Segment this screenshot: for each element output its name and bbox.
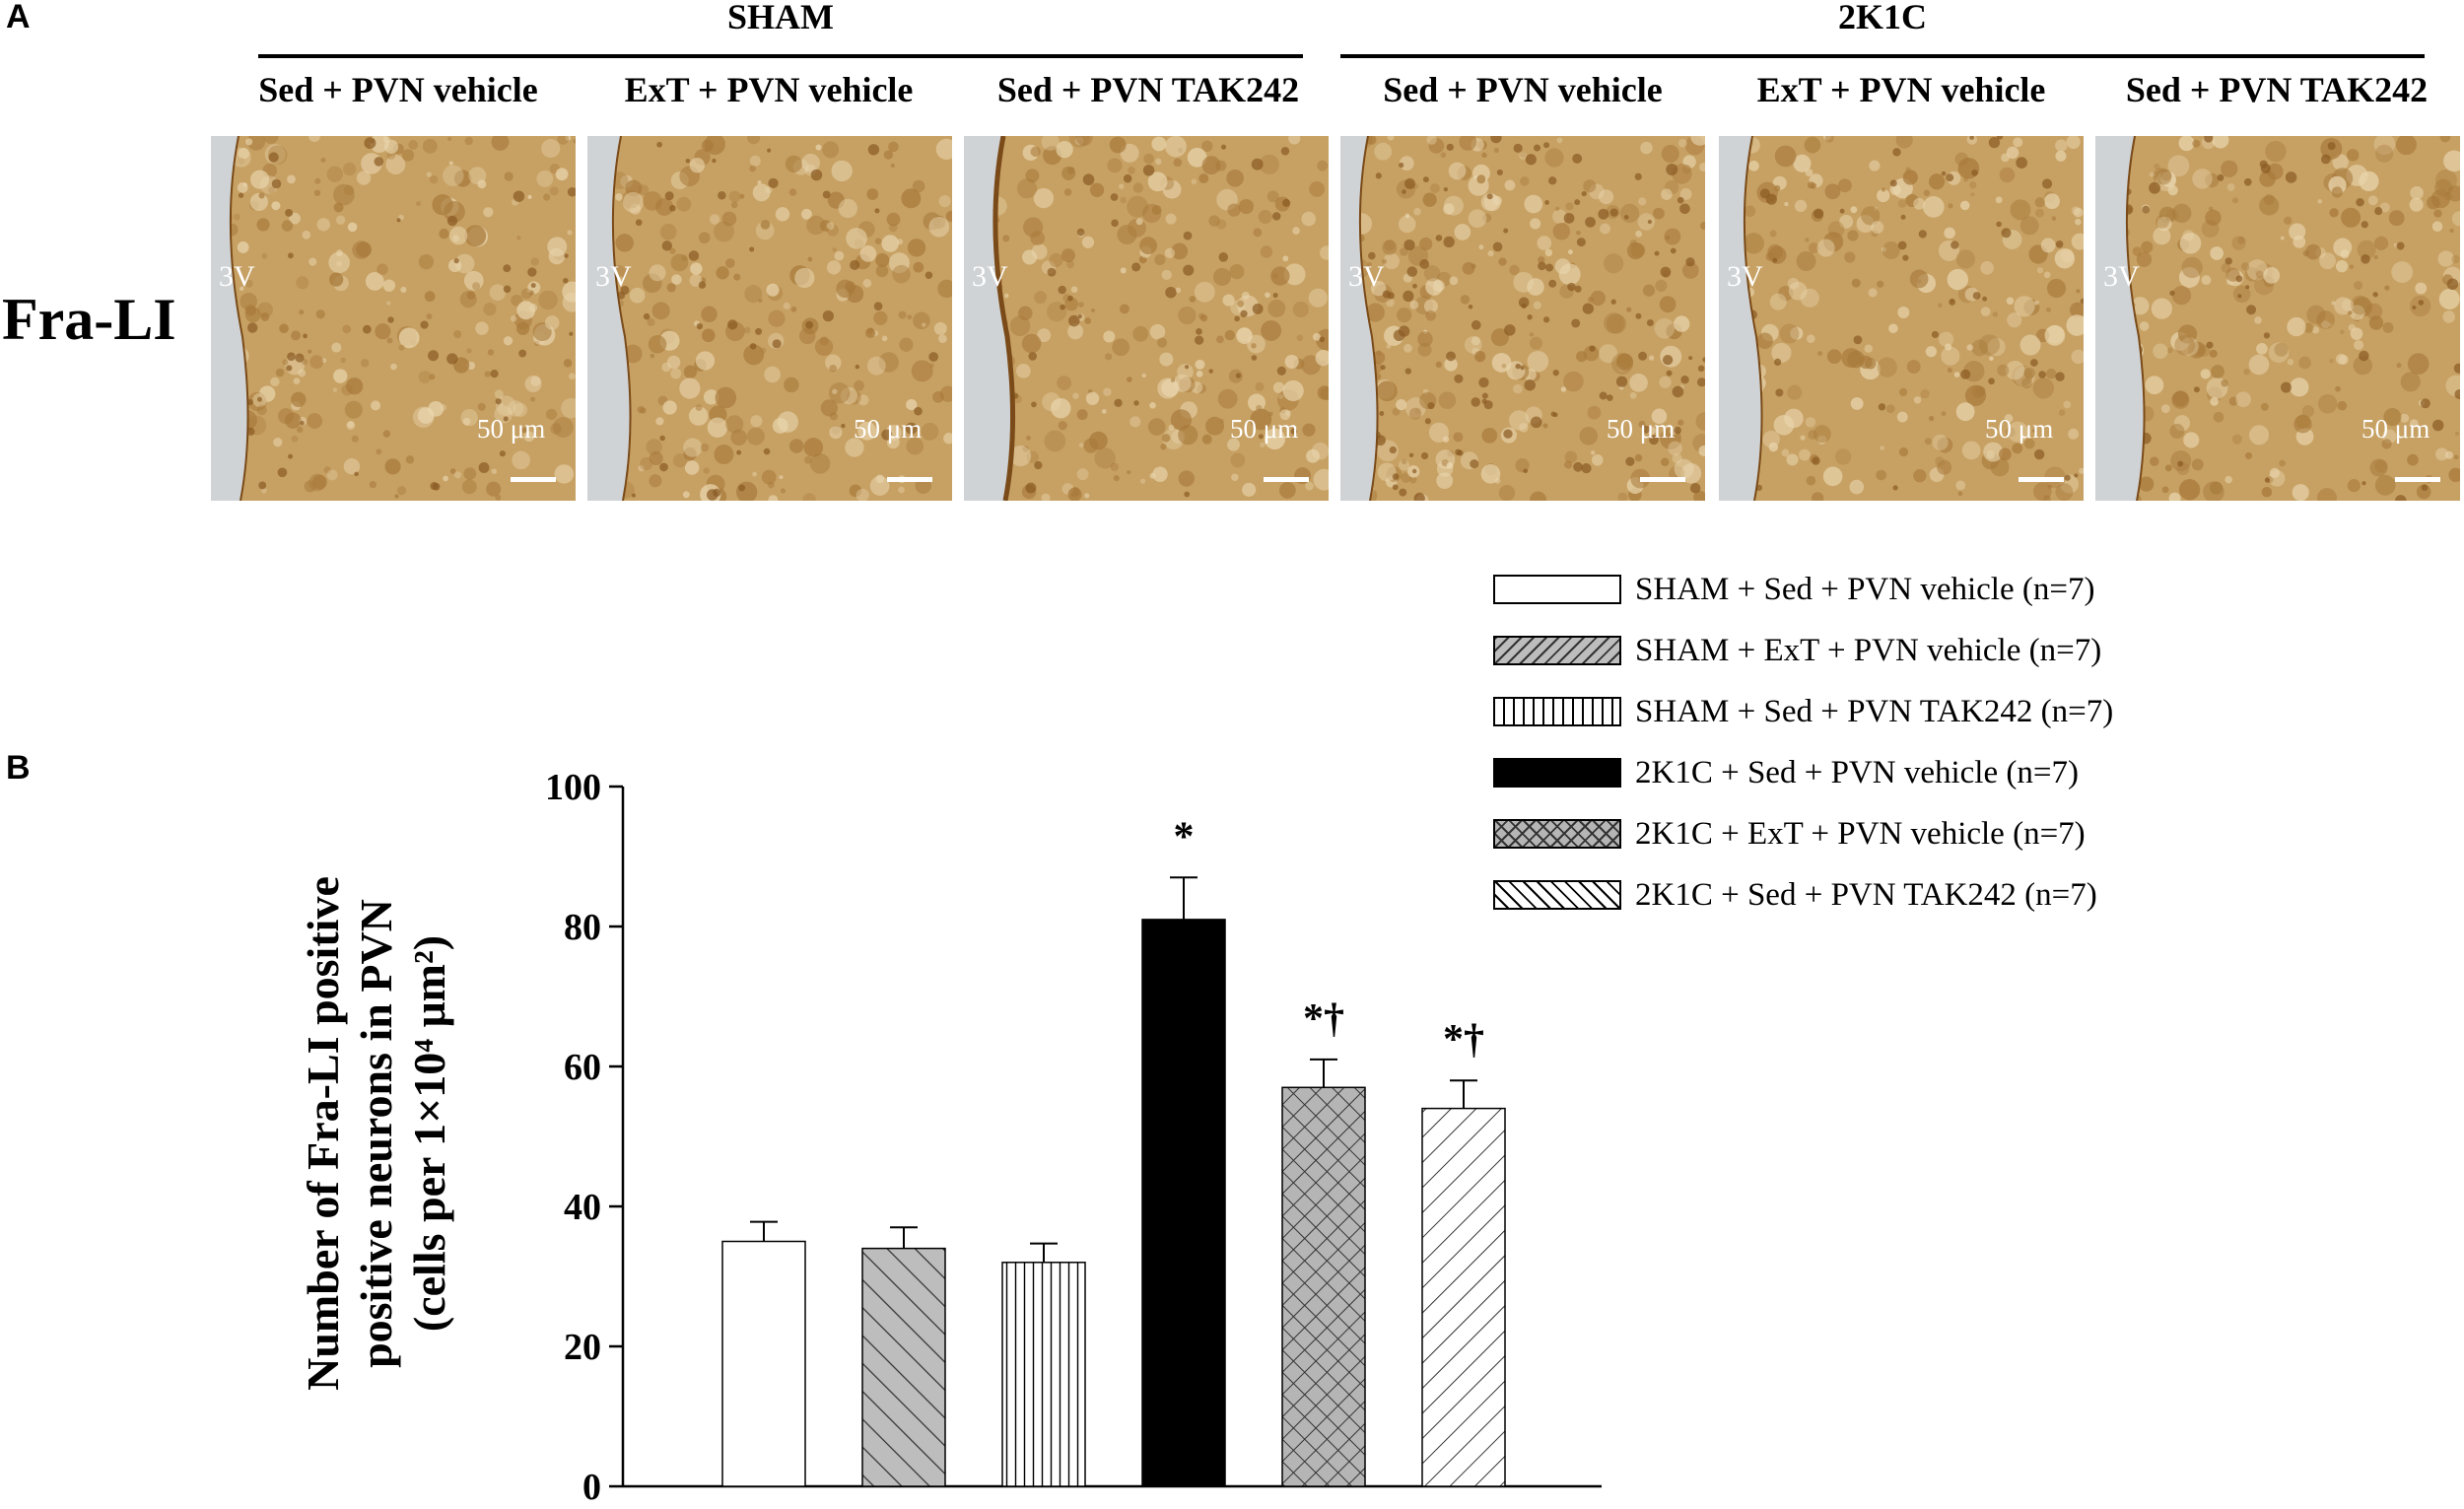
legend-item-6: 2K1C + Sed + PVN TAK242 (n=7) — [1493, 872, 2380, 918]
legend-label-1: SHAM + Sed + PVN vehicle (n=7) — [1635, 571, 2095, 607]
significance-label: *† — [1303, 996, 1344, 1042]
bar — [1281, 1086, 1366, 1487]
y-tick-label: 40 — [564, 1187, 601, 1228]
ventricle-label: 3V — [595, 260, 632, 293]
bar — [1001, 1262, 1086, 1487]
legend-item-2: SHAM + ExT + PVN vehicle (n=7) — [1493, 628, 2380, 673]
legend-label-4: 2K1C + Sed + PVN vehicle (n=7) — [1635, 754, 2079, 790]
y-tick-label: 80 — [564, 907, 601, 948]
ventricle-label: 3V — [2103, 260, 2140, 293]
group-line-2k1c — [1340, 54, 2425, 58]
condition-label-6: Sed + PVN TAK242 — [2125, 70, 2429, 109]
y-tick-label: 0 — [582, 1467, 601, 1508]
scale-bar — [887, 477, 932, 482]
legend-label-5: 2K1C + ExT + PVN vehicle (n=7) — [1635, 815, 2086, 852]
micrograph-2k1c-sed-vehicle: 3V 50 μm — [1340, 136, 1705, 501]
condition-label-5: ExT + PVN vehicle — [1756, 70, 2046, 109]
chart-legend: SHAM + Sed + PVN vehicle (n=7) SHAM + Ex… — [1493, 567, 2380, 918]
legend-label-2: SHAM + ExT + PVN vehicle (n=7) — [1635, 632, 2102, 668]
bar — [721, 1240, 806, 1487]
condition-label-1: Sed + PVN vehicle — [258, 70, 538, 109]
group-line-sham — [258, 54, 1303, 58]
ventricle-label: 3V — [219, 260, 255, 293]
panel-b-letter: B — [6, 749, 31, 787]
scale-bar-label: 50 μm — [1230, 414, 1299, 444]
legend-swatch-2 — [1493, 636, 1621, 665]
ventricle-label: 3V — [1348, 260, 1385, 293]
legend-item-3: SHAM + Sed + PVN TAK242 (n=7) — [1493, 689, 2380, 734]
row-label-fra-li: Fra-LI — [2, 287, 176, 352]
legend-swatch-5 — [1493, 819, 1621, 849]
scale-bar-label: 50 μm — [477, 414, 546, 444]
group-title-sham: SHAM — [727, 0, 834, 36]
micrograph-sham-sed-tak242: 3V 50 μm — [964, 136, 1329, 501]
micrograph-sham-ext-vehicle: 3V 50 μm — [587, 136, 952, 501]
scale-bar — [2019, 477, 2064, 482]
legend-item-1: SHAM + Sed + PVN vehicle (n=7) — [1493, 567, 2380, 612]
condition-label-3: Sed + PVN TAK242 — [996, 70, 1300, 109]
scale-bar — [1264, 477, 1309, 482]
scale-bar — [1640, 477, 1685, 482]
scale-bar — [511, 477, 556, 482]
ventricle-label: 3V — [1727, 260, 1763, 293]
bar — [1421, 1107, 1506, 1487]
legend-swatch-6 — [1493, 880, 1621, 910]
significance-label: *† — [1443, 1017, 1484, 1063]
scale-bar-label: 50 μm — [854, 414, 923, 444]
y-tick-label: 60 — [564, 1047, 601, 1088]
bar — [1141, 919, 1226, 1487]
bar — [861, 1247, 946, 1487]
legend-item-4: 2K1C + Sed + PVN vehicle (n=7) — [1493, 750, 2380, 795]
micrograph-sham-sed-vehicle: 3V 50 μm — [211, 136, 576, 501]
legend-swatch-1 — [1493, 575, 1621, 604]
y-tick-label: 20 — [564, 1327, 601, 1368]
scale-bar-label: 50 μm — [2361, 414, 2430, 444]
significance-label: * — [1174, 814, 1195, 859]
micrograph-2k1c-ext-vehicle: 3V 50 μm — [1719, 136, 2084, 501]
legend-item-5: 2K1C + ExT + PVN vehicle (n=7) — [1493, 811, 2380, 857]
legend-swatch-4 — [1493, 758, 1621, 788]
legend-swatch-3 — [1493, 697, 1621, 726]
condition-label-4: Sed + PVN vehicle — [1383, 70, 1663, 109]
scale-bar-label: 50 μm — [1985, 414, 2054, 444]
group-title-2k1c: 2K1C — [1838, 0, 1927, 36]
scale-bar — [2395, 477, 2440, 482]
legend-label-3: SHAM + Sed + PVN TAK242 (n=7) — [1635, 693, 2114, 729]
micrograph-2k1c-sed-tak242: 3V 50 μm — [2095, 136, 2460, 501]
condition-label-2: ExT + PVN vehicle — [624, 70, 914, 109]
y-tick-label: 100 — [545, 767, 601, 808]
ventricle-label: 3V — [972, 260, 1008, 293]
scale-bar-label: 50 μm — [1607, 414, 1676, 444]
legend-label-6: 2K1C + Sed + PVN TAK242 (n=7) — [1635, 876, 2097, 913]
panel-a-letter: A — [6, 0, 31, 35]
